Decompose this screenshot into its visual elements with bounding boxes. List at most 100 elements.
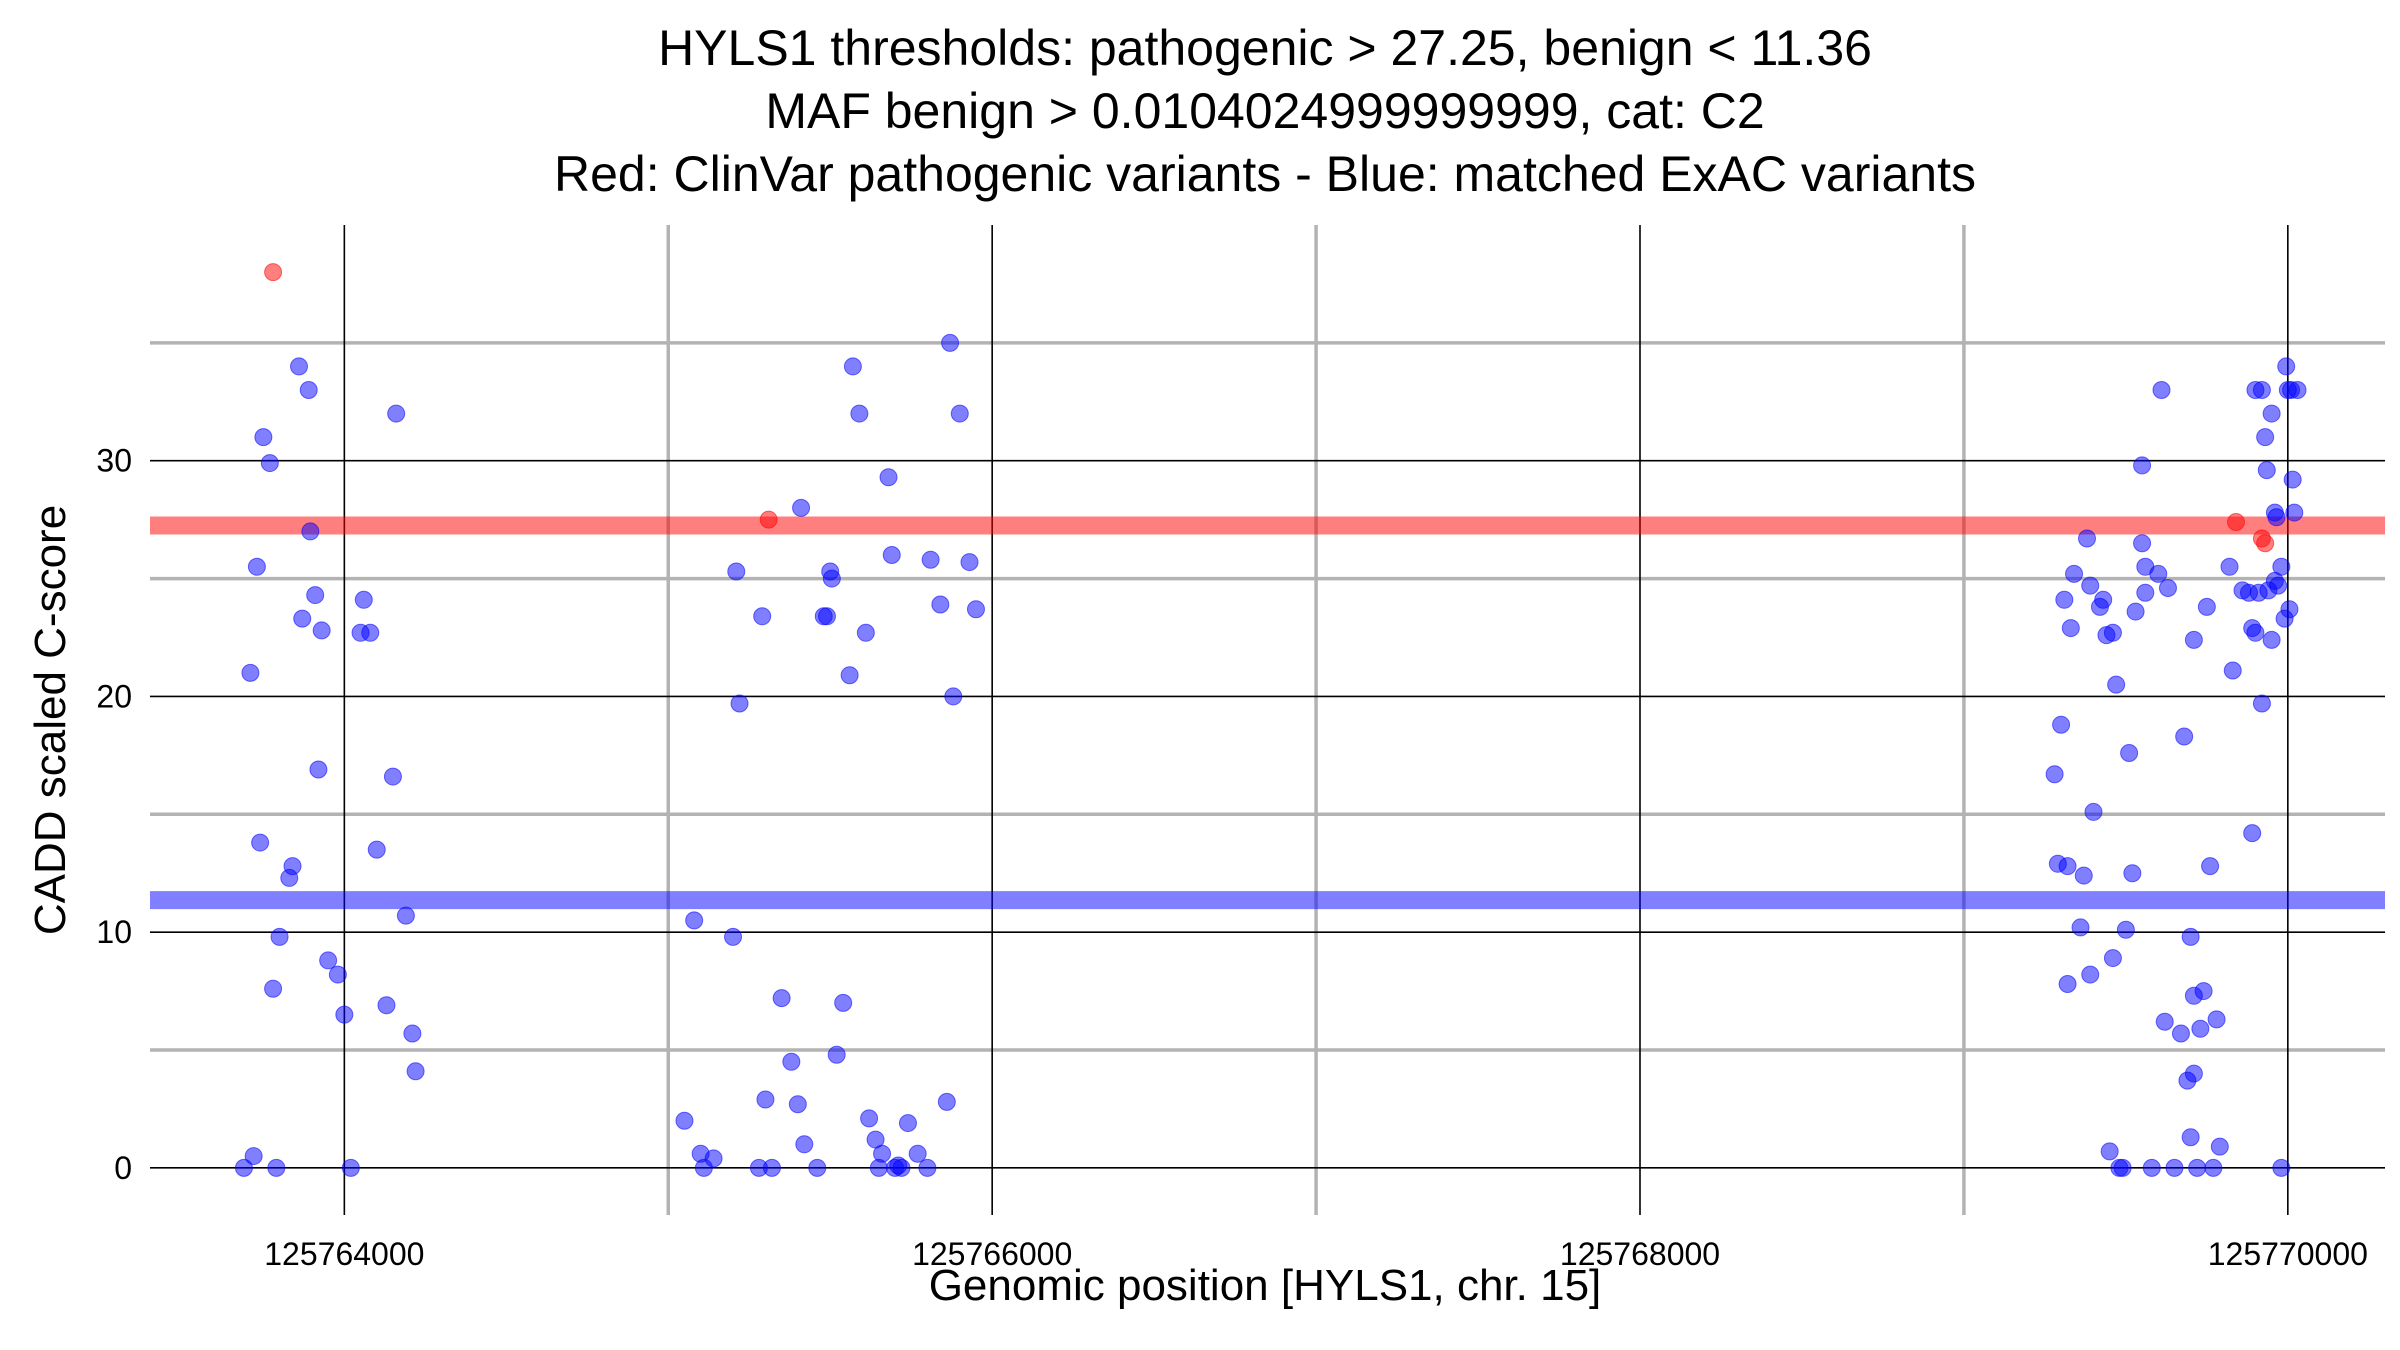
exac-variant-point [782,1052,801,1071]
exac-variant-point [293,609,312,628]
exac-variant-point [950,404,969,423]
minor-grid [150,225,2385,1215]
exac-variant-point [2113,1158,2132,1177]
major-grid [150,225,2385,1215]
exac-variant-point [840,666,859,685]
exac-variant-point [2052,715,2071,734]
exac-variant-point [2188,1158,2207,1177]
exac-variant-point [309,760,328,779]
exac-variant-point [2288,381,2307,399]
exac-variant-point [2084,802,2103,821]
exac-variant-point [2246,623,2265,642]
exac-variant-point [361,623,380,642]
data-points [234,263,2307,1177]
exac-variant-point [280,868,299,887]
exac-variant-point [354,590,373,609]
exac-variant-point [328,965,347,984]
exac-variant-point [724,927,743,946]
exac-variant-point [2155,1012,2174,1031]
exac-variant-point [396,906,415,925]
exac-variant-point [301,522,320,541]
clinvar-pathogenic-point [2256,534,2275,553]
y-tick-label: 10 [96,914,132,950]
exac-variant-point [2136,583,2155,602]
exac-variant-point [2055,590,2074,609]
exac-variant-point [2184,1064,2203,1083]
title-line-2: MAF benign > 0.0104024999999999, cat: C2 [765,83,1764,139]
exac-variant-point [270,927,289,946]
exac-variant-point [290,357,308,376]
chart-title: HYLS1 thresholds: pathogenic > 27.25, be… [554,20,1976,202]
exac-variant-point [960,553,979,572]
exac-variant-point [869,1158,888,1177]
exac-variant-point [2094,590,2113,609]
title-line-1: HYLS1 thresholds: pathogenic > 27.25, be… [658,20,1872,76]
exac-variant-point [2100,1142,2119,1161]
y-tick-label: 0 [114,1150,132,1186]
exac-variant-point [941,333,960,352]
exac-variant-point [2107,675,2126,694]
exac-variant-point [921,550,940,569]
exac-variant-point [2210,1137,2229,1156]
exac-variant-point [2277,357,2296,376]
exac-variant-point [2184,630,2203,649]
exac-variant-point [2133,534,2152,553]
x-tick-label: 125768000 [1560,1236,1720,1272]
exac-variant-point [2204,1158,2223,1177]
exac-variant-point [2175,727,2194,746]
exac-variant-point [931,595,950,614]
exac-variant-point [834,993,853,1012]
exac-variant-point [2103,949,2122,968]
exac-variant-point [2272,557,2291,576]
exac-variant-point [2171,1024,2190,1043]
x-tick-label: 125764000 [264,1236,424,1272]
exac-variant-point [730,694,749,713]
exac-variant-point [879,468,898,487]
y-tick-label: 20 [96,678,132,714]
exac-variant-point [2058,975,2077,993]
exac-variant-point [2272,1158,2291,1177]
exac-variant-point [260,454,279,473]
y-tick-label: 30 [96,443,132,479]
exac-variant-point [2280,600,2299,619]
exac-variant-point [267,1158,286,1177]
exac-variant-point [2149,564,2168,583]
exac-variant-point [2103,623,2122,642]
exac-variant-point [753,607,772,626]
exac-variant-point [2223,661,2242,680]
exac-variant-point [918,1158,937,1177]
exac-variant-point [675,1111,694,1130]
exac-variant-point [2201,857,2220,876]
exac-variant-point [882,546,901,564]
exac-variant-point [2142,1158,2161,1177]
exac-variant-point [937,1092,956,1111]
exac-variant-point [2207,1010,2226,1029]
exac-variant-point [727,562,746,581]
exac-variant-point [2074,866,2093,885]
exac-variant-point [2252,381,2271,399]
exac-variant-point [2061,619,2080,638]
exac-variant-point [241,663,260,682]
exac-variant-point [2256,428,2275,447]
clinvar-pathogenic-point [759,510,778,529]
y-axis-tick-labels: 0 10 20 30 [96,443,132,1186]
clinvar-pathogenic-point [264,263,283,282]
exac-variant-point [2158,579,2177,597]
exac-variant-point [2081,576,2100,595]
exac-variant-point [822,569,841,588]
threshold-lines [150,516,2385,910]
exac-variant-point [2262,630,2281,649]
exac-variant-point [306,586,325,605]
exac-variant-point [2071,918,2090,937]
exac-variant-point [299,381,318,399]
exac-variant-point [2197,597,2216,616]
exac-variant-point [2181,1128,2200,1147]
exac-variant-point [892,1158,911,1177]
exac-variant-point [2133,456,2152,475]
exac-variant-point [2257,461,2276,480]
exac-variant-point [2152,381,2171,399]
exac-variant-point [251,833,270,852]
exac-variant-point [795,1135,814,1154]
exac-variant-point [2165,1158,2184,1177]
